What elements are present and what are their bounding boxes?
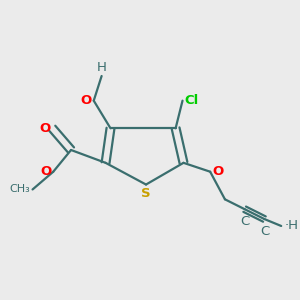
Text: Cl: Cl [184, 94, 199, 107]
Text: ·H: ·H [284, 220, 298, 232]
Text: O: O [212, 165, 224, 178]
Text: O: O [39, 122, 50, 135]
Text: S: S [141, 187, 151, 200]
Text: O: O [80, 94, 92, 107]
Text: H: H [97, 61, 106, 74]
Text: CH₃: CH₃ [10, 184, 31, 194]
Text: C: C [260, 225, 269, 238]
Text: O: O [40, 165, 51, 178]
Text: C: C [240, 215, 249, 228]
